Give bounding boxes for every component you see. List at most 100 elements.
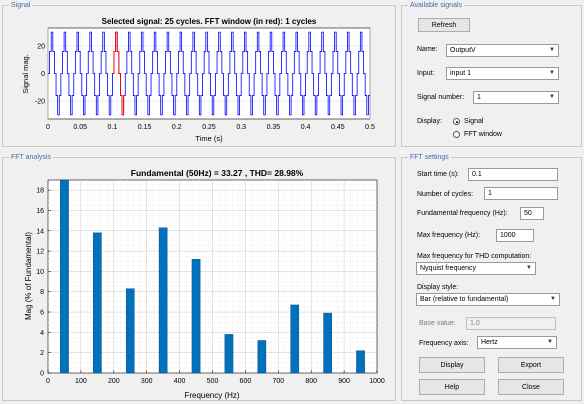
fft-bars [60, 179, 365, 374]
fft-chart-title: Fundamental (50Hz) = 33.27 , THD= 28.98% [131, 168, 304, 178]
help-button[interactable]: Help [419, 379, 485, 395]
signal-number-select[interactable]: 1 ▼ [473, 91, 559, 104]
available-signals-title: Available signals [408, 1, 465, 10]
export-button[interactable]: Export [498, 357, 564, 373]
fft-x-tick-label: 800 [305, 378, 317, 385]
num-cycles-label: Number of cycles: [417, 191, 474, 198]
fft-bar-chart[interactable]: Fundamental (50Hz) = 33.27 , THD= 28.98%… [0, 150, 400, 404]
fft-x-tick-label: 500 [207, 378, 219, 385]
display-fft-window-radio[interactable] [453, 131, 460, 138]
chevron-down-icon: ▼ [549, 47, 555, 53]
signal-plot[interactable]: Selected signal: 25 cycles. FFT window (… [0, 0, 400, 150]
fft-bar-250hz [125, 288, 135, 374]
num-cycles-input[interactable]: 1 [484, 187, 558, 200]
fft-settings-panel: FFT settings [401, 153, 582, 401]
fft-analysis-title: FFT analysis [9, 153, 53, 162]
fft-settings-title: FFT settings [408, 153, 451, 162]
freq-axis-value: Hertz [481, 339, 498, 346]
fft-bar-550hz [224, 334, 234, 374]
signal-trace [48, 31, 370, 116]
signal-xlabel: Time (s) [195, 134, 223, 143]
signal-ylabel: Signal mag. [21, 54, 30, 94]
display-style-label: Display style: [417, 284, 459, 291]
fft-x-tick-label: 0 [46, 378, 50, 385]
fft-x-ticks: 0 100 200 300 400 500 600 700 800 900 1000 [46, 370, 385, 385]
signal-x-tick-label: 0.05 [73, 124, 87, 131]
signal-panel: Signal [2, 1, 396, 147]
signal-x-tick-label: 0.1 [108, 124, 118, 131]
display-style-select[interactable]: Bar (relative to fundamental) ▼ [416, 293, 560, 306]
fft-x-tick-label: 400 [174, 378, 186, 385]
fft-y-tick-label: 12 [36, 249, 44, 256]
max-freq-label: Max frequency (Hz): [417, 232, 481, 239]
fft-x-tick-label: 300 [141, 378, 153, 385]
fund-freq-input[interactable]: 50 [520, 207, 544, 220]
signal-plot-title: Selected signal: 25 cycles. FFT window (… [102, 17, 317, 26]
fft-ylabel: Mag (% of Fundamental) [24, 232, 33, 320]
chevron-down-icon: ▼ [549, 70, 555, 76]
fft-bar-650hz [257, 340, 267, 374]
fft-xlabel: Frequency (Hz) [184, 391, 239, 400]
signal-x-tick-label: 0 [46, 124, 50, 131]
chevron-down-icon: ▼ [549, 94, 555, 100]
fft-bar-850hz [323, 312, 332, 374]
input-label: Input: [417, 70, 435, 77]
signal-x-tick-label: 0.35 [267, 124, 281, 131]
fft-bar-950hz [356, 350, 365, 374]
display-signal-label: Signal [464, 118, 484, 125]
fft-x-tick-label: 1000 [369, 378, 385, 385]
fft-y-tick-label: 16 [36, 208, 44, 215]
fft-x-tick-label: 600 [240, 378, 252, 385]
display-button[interactable]: Display [419, 357, 485, 373]
fft-bar-450hz [191, 259, 201, 374]
max-freq-input[interactable]: 1000 [496, 229, 534, 242]
input-select[interactable]: input 1 ▼ [446, 67, 559, 80]
fft-y-tick-label: 10 [36, 269, 44, 276]
freq-axis-label: Frequency axis: [419, 340, 469, 347]
fft-y-ticks: 0 2 4 6 8 10 12 14 16 18 [36, 188, 51, 378]
signal-number-label: Signal number: [417, 94, 465, 101]
signal-x-tick-label: 0.3 [236, 124, 246, 131]
chevron-down-icon: ▼ [547, 339, 553, 345]
close-button[interactable]: Close [498, 379, 564, 395]
start-time-label: Start time (s): [417, 171, 460, 178]
name-label: Name: [417, 46, 438, 53]
signal-x-ticks: 0 0.05 0.1 0.15 0.2 0.25 0.3 0.35 0.4 0.45 0.5 [46, 124, 375, 131]
signal-x-tick-label: 0.4 [301, 124, 311, 131]
name-select[interactable]: OutputV ▼ [446, 44, 559, 57]
fft-y-tick-label: 4 [40, 330, 44, 337]
base-value-input: 1.0 [466, 317, 556, 330]
fft-bar-350hz [158, 227, 168, 374]
max-freq-thd-value: Nyquist frequency [420, 265, 477, 272]
fft-y-tick-label: 6 [40, 310, 44, 317]
signal-y-tick-label: 0 [41, 71, 45, 78]
name-select-value: OutputV [450, 47, 476, 54]
signal-y-ticks: 20 0 -20 [35, 43, 45, 105]
input-select-value: input 1 [450, 70, 472, 77]
freq-axis-select[interactable]: Hertz ▼ [477, 336, 557, 349]
fft-bar-150hz [93, 232, 102, 374]
refresh-button[interactable]: Refresh [418, 18, 470, 32]
fft-y-tick-label: 18 [36, 188, 44, 195]
fft-analysis-panel: FFT analysis [2, 153, 396, 401]
fft-x-tick-label: 900 [338, 378, 350, 385]
signal-y-tick-label: 20 [37, 43, 45, 50]
max-freq-thd-select[interactable]: Nyquist frequency ▼ [416, 262, 536, 275]
signal-x-tick-label: 0.45 [331, 124, 345, 131]
signal-x-tick-label: 0.15 [138, 124, 152, 131]
fft-y-tick-label: 2 [40, 350, 44, 357]
fft-x-tick-label: 700 [272, 378, 284, 385]
fft-window-trace [112, 31, 126, 116]
chevron-down-icon: ▼ [550, 296, 556, 302]
start-time-input[interactable]: 0.1 [468, 168, 558, 181]
fft-grid [48, 180, 377, 373]
signal-x-tick-label: 0.2 [172, 124, 182, 131]
signal-number-value: 1 [477, 94, 481, 101]
display-signal-radio[interactable] [453, 118, 460, 125]
fft-x-tick-label: 100 [75, 378, 87, 385]
available-signals-panel: Available signals [401, 1, 582, 147]
display-label: Display: [417, 118, 442, 125]
display-style-value: Bar (relative to fundamental) [420, 296, 509, 303]
fft-y-tick-label: 0 [40, 371, 44, 378]
max-freq-thd-label: Max frequency for THD computation: [417, 253, 532, 260]
